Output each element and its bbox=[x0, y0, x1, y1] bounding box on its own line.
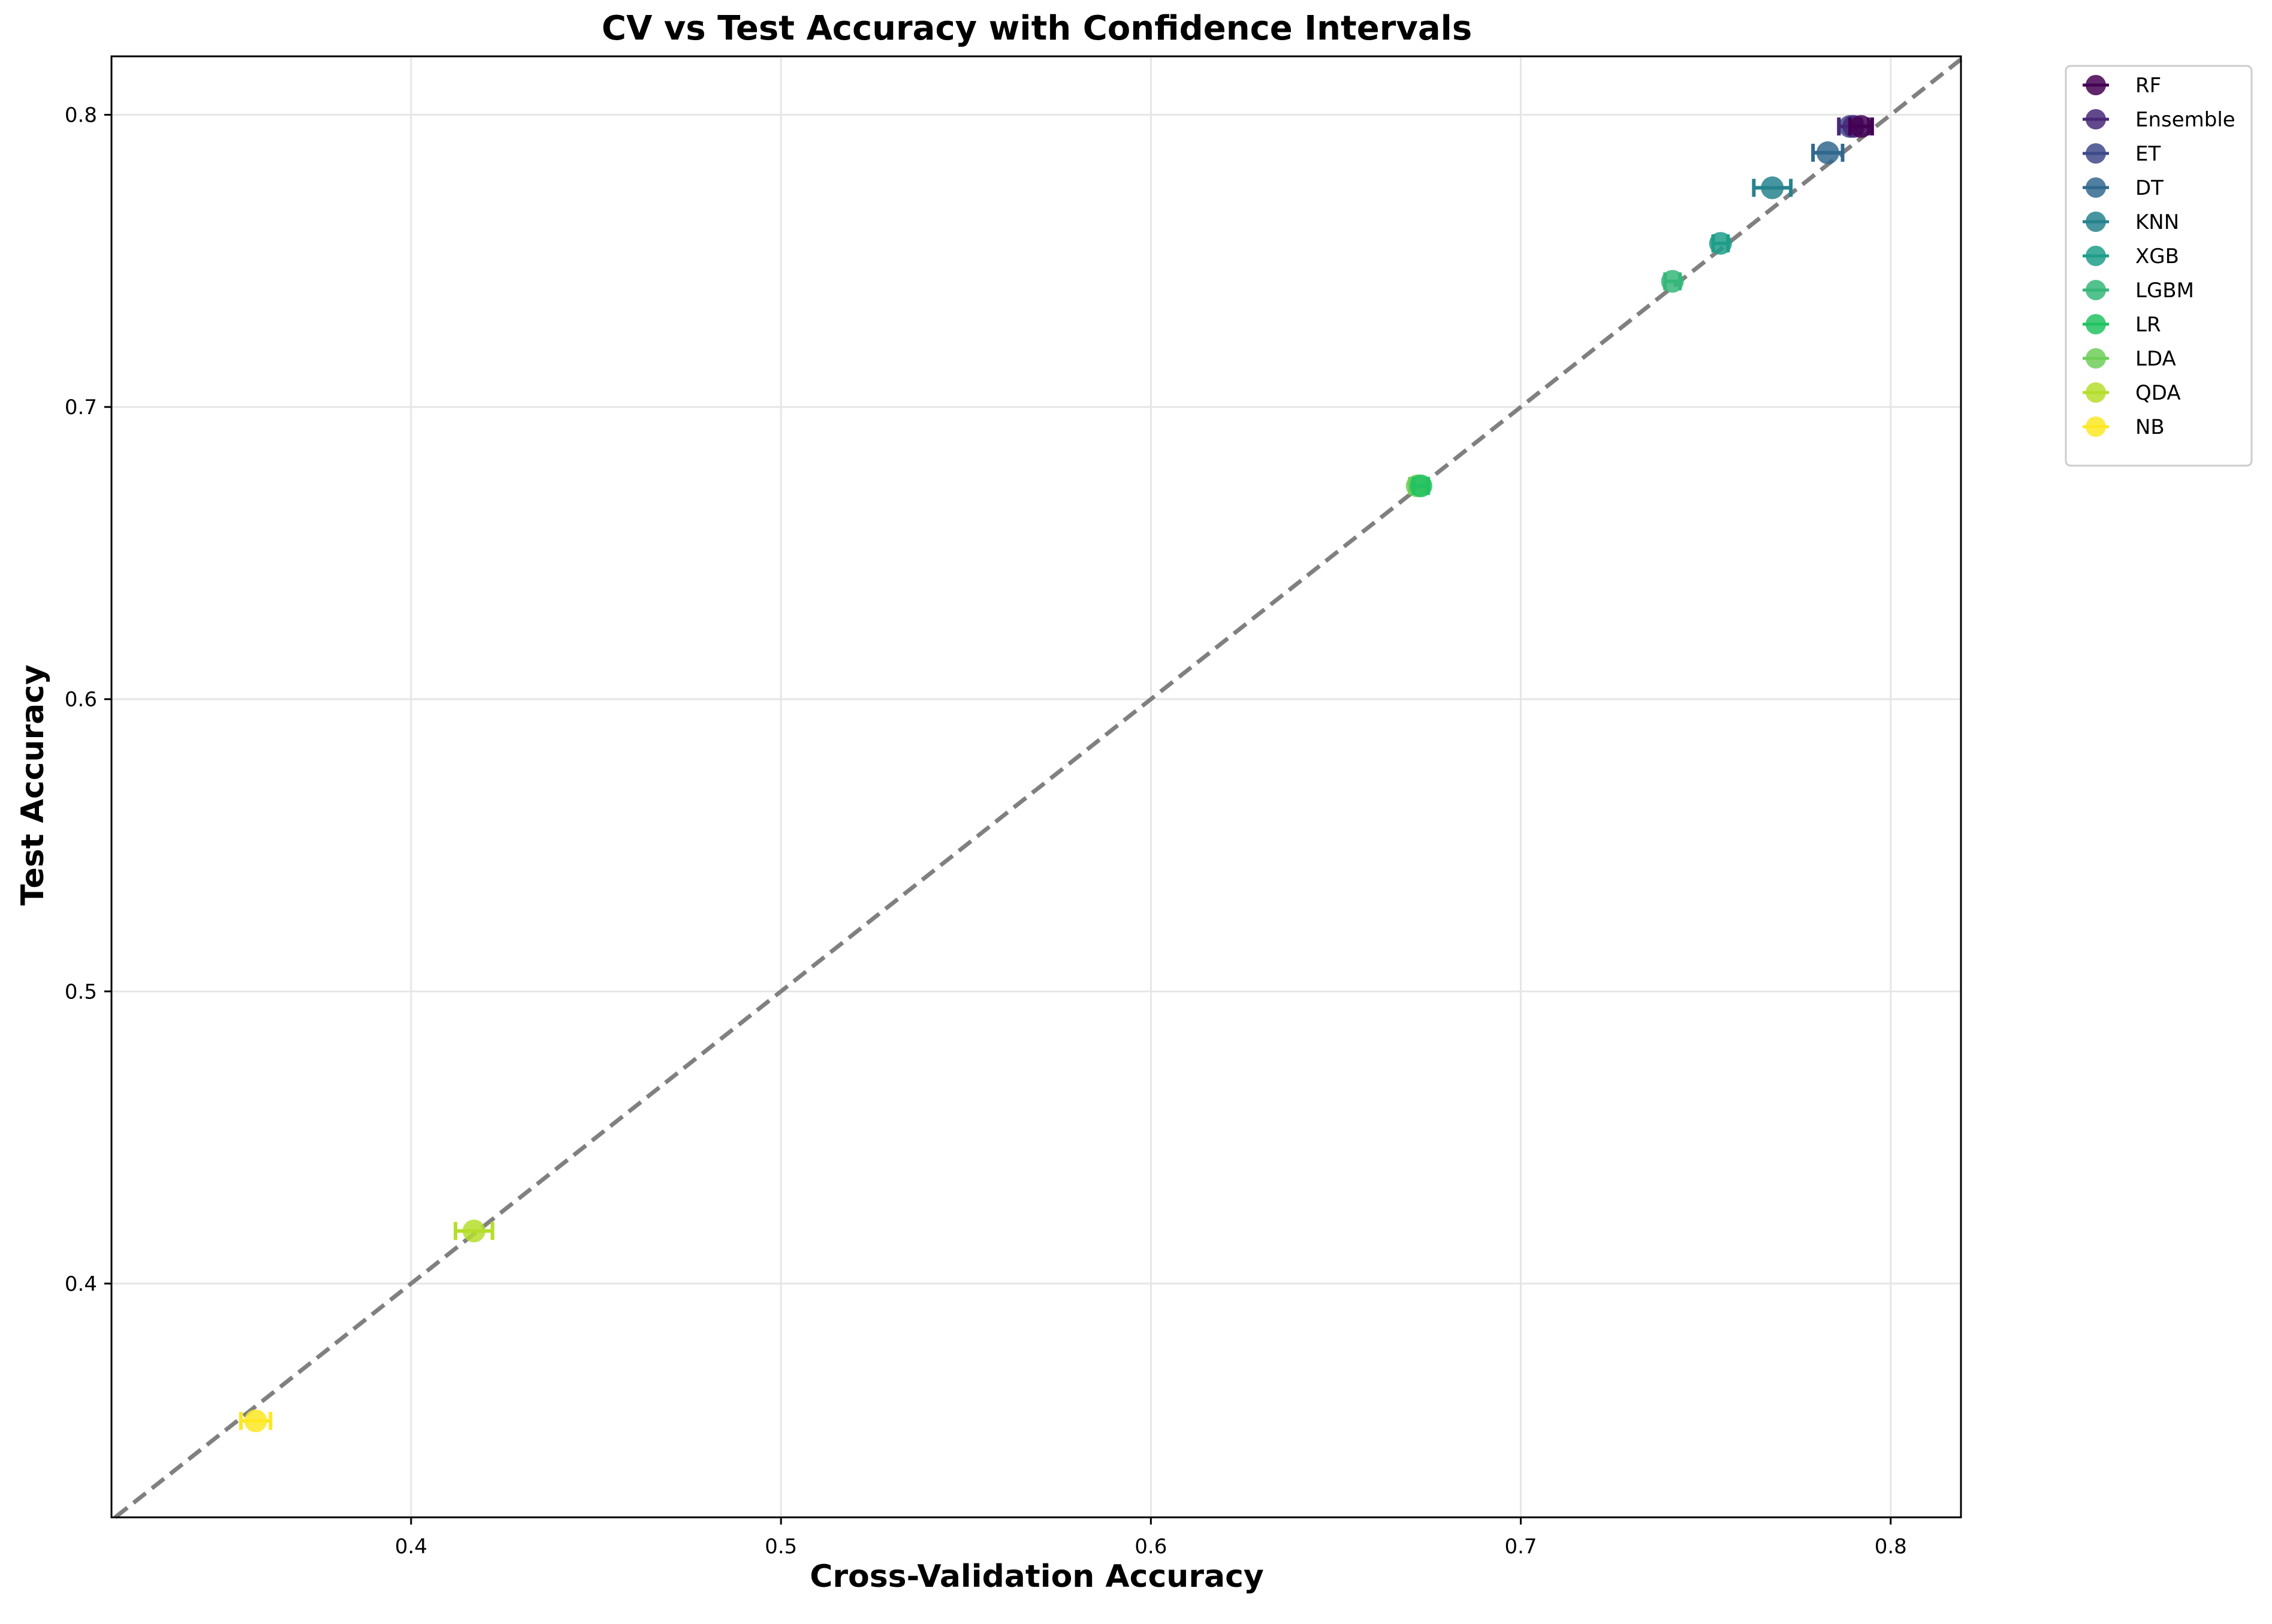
marker bbox=[244, 1409, 267, 1433]
legend-item-ensemble: Ensemble bbox=[2083, 108, 2235, 132]
data-point-nb bbox=[239, 1409, 273, 1433]
data-point-xgb bbox=[1709, 232, 1732, 255]
legend-item-knn: KNN bbox=[2083, 210, 2179, 234]
legend-label: LR bbox=[2135, 313, 2161, 337]
x-tick-label: 0.4 bbox=[395, 1535, 427, 1559]
legend-marker bbox=[2086, 109, 2106, 129]
y-tick-label: 0.4 bbox=[65, 1272, 97, 1296]
x-tick-label: 0.6 bbox=[1135, 1535, 1167, 1559]
marker bbox=[1709, 232, 1732, 255]
legend-label: RF bbox=[2135, 74, 2161, 98]
grid bbox=[111, 56, 1961, 1517]
legend-label: LDA bbox=[2135, 347, 2176, 371]
x-axis-label: Cross-Validation Accuracy bbox=[810, 1559, 1264, 1595]
identity-line bbox=[114, 58, 1963, 1519]
legend-marker bbox=[2086, 177, 2106, 198]
legend-marker bbox=[2086, 382, 2106, 403]
data-point-dt bbox=[1811, 141, 1845, 164]
legend-marker bbox=[2086, 314, 2106, 334]
legend-item-et: ET bbox=[2083, 142, 2161, 166]
data-point-qda bbox=[453, 1219, 494, 1243]
legend-item-qda: QDA bbox=[2083, 381, 2181, 405]
legend-item-lr: LR bbox=[2083, 313, 2161, 337]
plot-frame bbox=[110, 55, 1962, 1519]
x-tick-label: 0.5 bbox=[765, 1535, 797, 1559]
legend-marker bbox=[2086, 143, 2106, 164]
legend-marker bbox=[2086, 212, 2106, 232]
legend-item-dt: DT bbox=[2083, 176, 2164, 200]
marker bbox=[1661, 270, 1684, 293]
legend-item-lgbm: LGBM bbox=[2083, 279, 2194, 303]
data-point-lr bbox=[1409, 474, 1432, 497]
marker bbox=[1409, 474, 1432, 497]
legend-label: ET bbox=[2135, 142, 2161, 166]
x-tick-label: 0.7 bbox=[1504, 1535, 1537, 1559]
data-point-knn bbox=[1752, 176, 1793, 200]
data-points bbox=[239, 115, 1874, 1433]
legend-label: KNN bbox=[2135, 210, 2179, 234]
y-tick-label: 0.6 bbox=[65, 688, 97, 712]
legend: RF Ensemble ET DT KNN XGB LGBM LR LDA QDA NB bbox=[2065, 65, 2253, 467]
legend-box bbox=[2065, 65, 2253, 467]
legend-label: Ensemble bbox=[2135, 108, 2235, 132]
data-point-rf bbox=[1848, 115, 1874, 138]
data-point-lgbm bbox=[1661, 270, 1684, 293]
legend-item-rf: RF bbox=[2083, 74, 2161, 98]
legend-label: QDA bbox=[2135, 381, 2181, 405]
x-tick-label: 0.8 bbox=[1875, 1535, 1907, 1559]
legend-item-lda: LDA bbox=[2083, 347, 2176, 371]
y-tick-label: 0.7 bbox=[65, 396, 97, 419]
marker bbox=[1849, 115, 1873, 138]
reference-line bbox=[114, 58, 1963, 1519]
legend-label: XGB bbox=[2135, 244, 2179, 268]
legend-label: DT bbox=[2135, 176, 2164, 200]
legend-marker bbox=[2086, 75, 2106, 95]
legend-label: NB bbox=[2135, 415, 2165, 439]
legend-label: LGBM bbox=[2135, 279, 2194, 303]
legend-marker bbox=[2086, 246, 2106, 266]
axis-ticks: 0.4 0.5 0.6 0.7 0.8 0.4 0.5 0.6 0.7 0.8 bbox=[65, 104, 1907, 1559]
marker bbox=[462, 1219, 485, 1243]
y-axis-label: Test Accuracy bbox=[15, 665, 51, 905]
legend-marker bbox=[2086, 416, 2106, 437]
y-tick-label: 0.8 bbox=[65, 104, 97, 128]
marker bbox=[1816, 141, 1839, 164]
legend-item-nb: NB bbox=[2083, 415, 2165, 439]
legend-item-xgb: XGB bbox=[2083, 244, 2179, 268]
y-tick-label: 0.5 bbox=[65, 980, 97, 1004]
marker bbox=[1761, 176, 1784, 200]
legend-marker bbox=[2086, 348, 2106, 369]
chart-title: CV vs Test Accuracy with Confidence Inte… bbox=[602, 9, 1472, 48]
legend-marker bbox=[2086, 280, 2106, 300]
